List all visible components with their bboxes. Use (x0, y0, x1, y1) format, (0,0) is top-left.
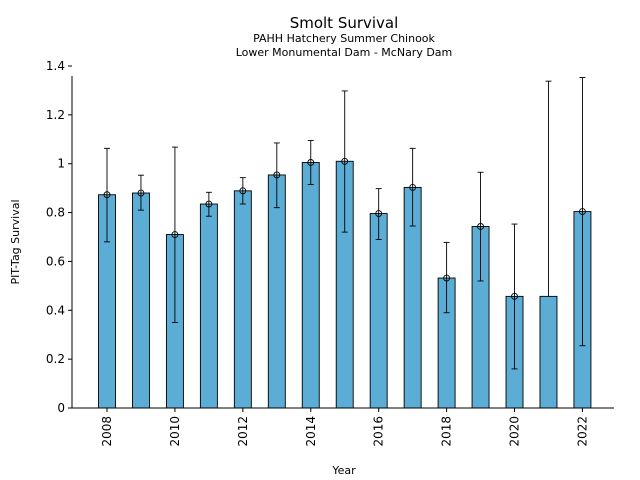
point-marker-2020 (511, 292, 518, 300)
y-tick-label-5: 1 (57, 157, 65, 171)
error-bar-2019 (477, 171, 485, 282)
point-marker-2009 (137, 189, 145, 197)
x-tick-label-2010: 2010 (168, 416, 182, 447)
y-tick-label-1: 0.2 (46, 352, 65, 366)
point-marker-2014 (307, 159, 315, 166)
error-bar-2011 (205, 191, 213, 217)
point-marker-2019 (477, 223, 485, 230)
point-marker-2012 (239, 187, 247, 195)
error-bar-2015 (341, 90, 349, 233)
point-marker-2018 (443, 274, 451, 282)
bar-2013 (267, 174, 286, 409)
point-marker-2013 (273, 171, 281, 179)
error-bar-2016 (375, 188, 383, 240)
error-bar-2018 (443, 241, 451, 314)
point-marker-2022 (578, 208, 586, 216)
y-tick-label-6: 1.2 (46, 108, 65, 122)
bar-2021 (539, 295, 558, 409)
error-bar-2013 (273, 142, 281, 209)
y-tick-label-7: 1.4 (46, 59, 65, 73)
error-bar-2022 (578, 77, 586, 347)
y-tick-label-4: 0.8 (46, 206, 65, 220)
error-bars-layer (103, 77, 586, 370)
bar-2016 (369, 213, 388, 409)
bars-layer (98, 160, 592, 409)
chart-subtitle-line-1: PAHH Hatchery Summer Chinook (253, 32, 435, 45)
error-bar-2012 (239, 177, 247, 205)
error-bar-2020 (511, 223, 518, 370)
x-tick-label-2012: 2012 (236, 416, 250, 447)
error-bar-2021 (545, 80, 552, 297)
y-tick-label-0: 0 (57, 401, 65, 415)
bar-2012 (233, 190, 252, 409)
y-axis-label: PIT-Tag Survival (9, 199, 22, 284)
error-bar-2014 (307, 140, 315, 185)
y-tick-label-2: 0.4 (46, 303, 65, 317)
chart-title: Smolt Survival (290, 14, 399, 32)
error-bar-2017 (409, 147, 417, 227)
point-marker-2010 (171, 231, 179, 239)
point-marker-2015 (341, 157, 349, 165)
x-tick-label-2018: 2018 (440, 416, 454, 447)
point-marker-2008 (103, 191, 111, 199)
point-marker-2011 (205, 200, 213, 208)
error-bar-2010 (171, 146, 179, 323)
x-tick-label-2020: 2020 (508, 416, 522, 447)
x-tick-label-2014: 2014 (304, 416, 318, 447)
error-bar-2009 (137, 174, 145, 211)
x-tick-label-2016: 2016 (372, 416, 386, 447)
bar-2014 (301, 162, 320, 409)
bar-2009 (132, 192, 150, 409)
point-marker-2017 (409, 183, 417, 191)
x-tick-label-2008: 2008 (100, 416, 114, 447)
bar-2011 (199, 203, 218, 409)
x-tick-label-2022: 2022 (575, 416, 589, 447)
y-tick-label-3: 0.6 (46, 254, 65, 268)
x-axis-label: Year (331, 464, 356, 477)
point-marker-2016 (375, 210, 383, 217)
error-bar-2008 (103, 147, 111, 243)
axes-layer: 0 0.2 0.4 0.6 0.8 1 1.2 1.4 2008 2010 2012 2014 2016… (46, 59, 614, 447)
chart-subtitle-line-2: Lower Monumental Dam - McNary Dam (236, 46, 453, 59)
